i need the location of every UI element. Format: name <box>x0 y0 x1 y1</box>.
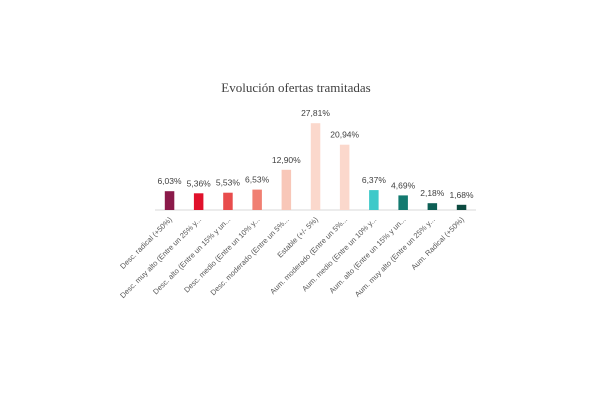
bars-group <box>164 123 467 210</box>
chart-title: Evolución ofertas tramitadas <box>221 80 370 95</box>
category-label-11: Aum. Radical (+50%) <box>409 215 466 272</box>
data-label-9: 4,69% <box>391 180 416 190</box>
data-label-1: 6,03% <box>157 176 182 186</box>
data-label-8: 6,37% <box>362 175 387 185</box>
bar-10 <box>427 203 438 210</box>
data-label-2: 5,36% <box>187 178 212 188</box>
category-labels-group: Desc. radical (+50%)Desc. muy alto (Entr… <box>118 215 466 300</box>
bar-4 <box>252 189 262 210</box>
bar-11 <box>456 204 467 210</box>
data-label-10: 2,18% <box>420 188 445 198</box>
bar-6 <box>310 123 321 210</box>
data-label-6: 27,81% <box>301 108 330 118</box>
data-label-5: 12,90% <box>272 155 301 165</box>
data-label-11: 1,68% <box>449 190 474 200</box>
bar-1 <box>164 191 175 210</box>
bar-9 <box>398 195 408 210</box>
bar-5 <box>281 169 292 210</box>
bar-3 <box>223 192 233 210</box>
data-label-7: 20,94% <box>330 130 359 140</box>
data-labels-group: 6,03% 5,36% 5,53% 6,53%12,90% 27,81% 20,94% 6,… <box>157 108 474 200</box>
category-label-1: Desc. radical (+50%) <box>118 215 174 271</box>
data-label-3: 5,53% <box>216 178 241 188</box>
bar-2 <box>193 193 204 210</box>
bar-8 <box>369 190 379 210</box>
data-label-4: 6,53% <box>245 175 270 185</box>
bar-7 <box>339 144 350 210</box>
